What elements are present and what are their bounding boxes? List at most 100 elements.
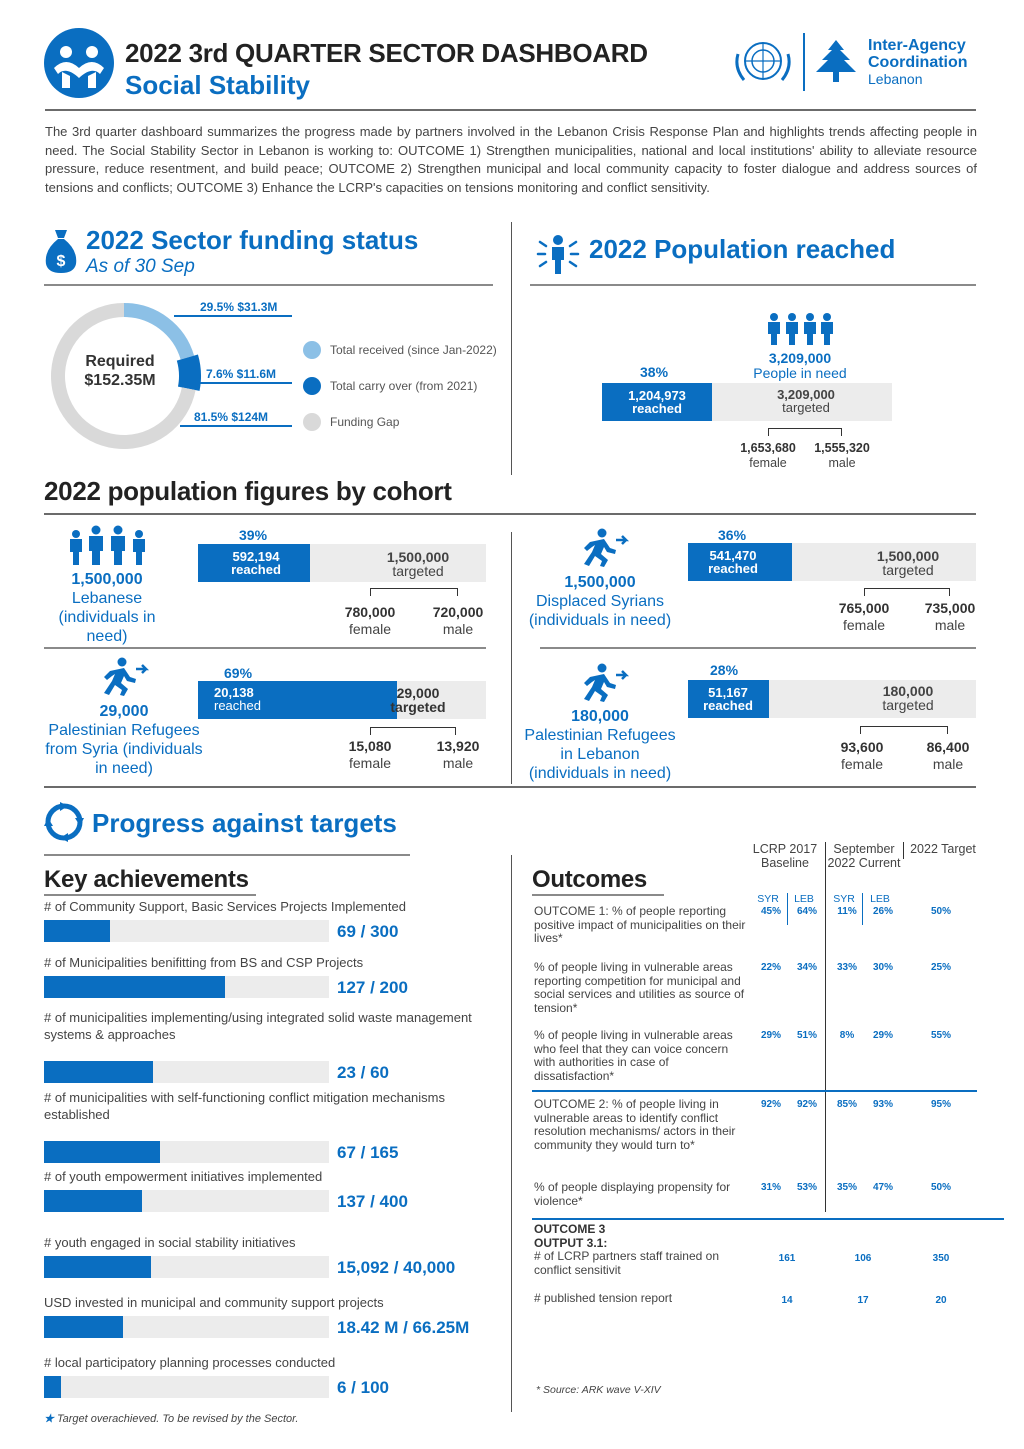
outcome-value-b-syr: 22%: [760, 962, 781, 973]
cohort-female: 765,000 female: [824, 600, 904, 634]
cohort-reached-label: reached: [214, 698, 261, 713]
progress-rule: [44, 854, 410, 856]
output-value-target: 350: [932, 1253, 950, 1264]
baseline-syr-head: SYR: [757, 893, 779, 905]
cohort-pct: 28%: [710, 662, 739, 678]
baseline-header: LCRP 2017 Baseline: [752, 842, 818, 870]
cohort-male-value: 735,000: [924, 600, 976, 616]
cohort-targeted-value: 29,000: [396, 685, 440, 701]
cohort-reached-value: 541,470: [709, 548, 757, 563]
cohort-female-label: female: [348, 621, 392, 637]
achievement-bar: [44, 1376, 329, 1398]
people-icon: [44, 28, 114, 98]
achievements-list: # of Community Support, Basic Services P…: [44, 898, 494, 1408]
current-syr-head: SYR: [833, 893, 855, 905]
achievement-label: # local participatory planning processes…: [44, 1355, 336, 1370]
cohort-male: 13,920 male: [418, 738, 498, 772]
outcome-value-c-syr: 11%: [837, 906, 857, 917]
cohort-row-rule-left: [44, 647, 486, 649]
achievement-label: # of Municipalities benifitting from BS …: [44, 955, 364, 970]
received-leader: [174, 315, 292, 317]
family-icon: [70, 525, 145, 565]
achievement-value: 67 / 165: [337, 1143, 399, 1162]
achievement-bar-fill: [44, 1141, 160, 1163]
population-female-label: female: [749, 456, 787, 470]
sector-logo: [44, 28, 114, 98]
cohort-female: 93,600 female: [822, 739, 902, 773]
cohort-female-label: female: [842, 617, 886, 633]
cohort-bar-fill: [198, 544, 311, 582]
legend-swatch-gap: [303, 413, 321, 431]
achievement-item: # of Municipalities benifitting from BS …: [44, 954, 494, 998]
cohort-reached: 20,138 reached: [214, 686, 304, 712]
population-targeted: 3,209,000 targeted: [746, 388, 866, 414]
outcome-value-b-syr: 29%: [760, 1030, 781, 1041]
funding-donut: [51, 303, 201, 449]
population-bar-fill: [602, 383, 713, 421]
cohort-female-label: female: [840, 756, 884, 772]
achievement-bar: [44, 1141, 329, 1163]
cohort-bottom-rule: [44, 786, 976, 788]
dashboard-title: 2022 3rd QUARTER SECTOR DASHBOARD: [125, 38, 648, 68]
outcome-value-b-leb: 64%: [796, 906, 817, 917]
outcome-indicator: % of people living in vulnerable areas w…: [534, 1028, 733, 1083]
cohort-male-label: male: [932, 756, 964, 772]
population-female: 1,653,680 female: [728, 441, 808, 471]
people-group-icon: [765, 312, 835, 346]
cohort-description: Palestinian Refugees in Lebanon (individ…: [524, 727, 676, 782]
outcome-value-c-leb: 29%: [872, 1030, 893, 1041]
population-pct: 38%: [640, 364, 669, 380]
cohort-female: 780,000 female: [330, 604, 410, 638]
cohort-bar: 20,138 reached 29,000 targeted: [198, 681, 486, 719]
outcome-value-target: 50%: [930, 906, 951, 917]
cohort-lebanese: 1,500,000 Lebanese (individuals in need)…: [44, 520, 494, 645]
cohort-female-value: 15,080: [348, 738, 392, 754]
population-targeted-value: 3,209,000: [777, 387, 835, 402]
achievement-value: 18.42 M / 66.25M: [337, 1318, 470, 1337]
cohort-reached-value: 20,138: [214, 685, 254, 700]
outcome-value-b-syr: 31%: [760, 1182, 781, 1193]
cohort-pct: 39%: [239, 527, 268, 543]
outcome-value-c-leb: 47%: [872, 1182, 893, 1193]
achievement-footnote: ★ Target overachieved. To be revised by …: [44, 1412, 298, 1425]
achievement-bar-fill: [44, 1376, 62, 1398]
funding-subtitle: As of 30 Sep: [86, 256, 195, 277]
achievement-bar: [44, 1190, 329, 1212]
running-person-icon: [584, 663, 630, 702]
cohort-reached: 541,470 reached: [688, 549, 778, 575]
cohort-targeted: 1,500,000 targeted: [358, 550, 478, 578]
cohort-palestinian-refugees-syria: 29,000 Palestinian Refugees from Syria (…: [44, 652, 494, 782]
outcome-value-b-leb: 34%: [796, 962, 817, 973]
achievements-rule: [44, 894, 256, 896]
outcome-value-target: 50%: [930, 1182, 951, 1193]
cohort-female-value: 93,600: [840, 739, 884, 755]
cohort-reached-label: reached: [708, 561, 758, 576]
achievement-label: # of municipalities implementing/using i…: [44, 1010, 472, 1042]
achievement-bar-fill: [44, 1316, 124, 1338]
outcome-value-c-syr: 85%: [836, 1099, 857, 1110]
output-indicator: # of LCRP partners staff trained on conf…: [534, 1249, 719, 1277]
cohort-male-label: male: [442, 755, 474, 771]
cohort-male-value: 720,000: [432, 604, 484, 620]
footnote-star: ★: [44, 1413, 54, 1425]
outcome-value-c-syr: 8%: [839, 1030, 855, 1041]
population-targeted-label: targeted: [782, 400, 830, 415]
donut-center: Required $152.35M: [64, 352, 176, 390]
cohort-pct: 36%: [718, 527, 747, 543]
outcomes-rule: [532, 894, 664, 896]
output-value-current: 106: [854, 1253, 872, 1264]
achievement-label: # of youth empowerment initiatives imple…: [44, 1169, 323, 1184]
cohort-reached-value: 51,167: [708, 685, 748, 700]
achievement-bar-fill: [44, 1061, 154, 1083]
outcome3-rule: [532, 1218, 1004, 1220]
header-rule: [45, 109, 976, 111]
cohort-male: 86,400 male: [908, 739, 988, 773]
cohort-row-rule-right: [540, 647, 976, 649]
achievement-item: USD invested in municipal and community …: [44, 1294, 494, 1338]
cohort-bar: 592,194 reached 1,500,000 targeted: [198, 544, 486, 582]
achievement-item: # of youth empowerment initiatives imple…: [44, 1168, 494, 1212]
person-reached-icon: [536, 232, 580, 276]
sub-divider-2: [862, 893, 863, 925]
running-person-icon: [584, 528, 630, 567]
cohort-female: 15,080 female: [330, 738, 410, 772]
